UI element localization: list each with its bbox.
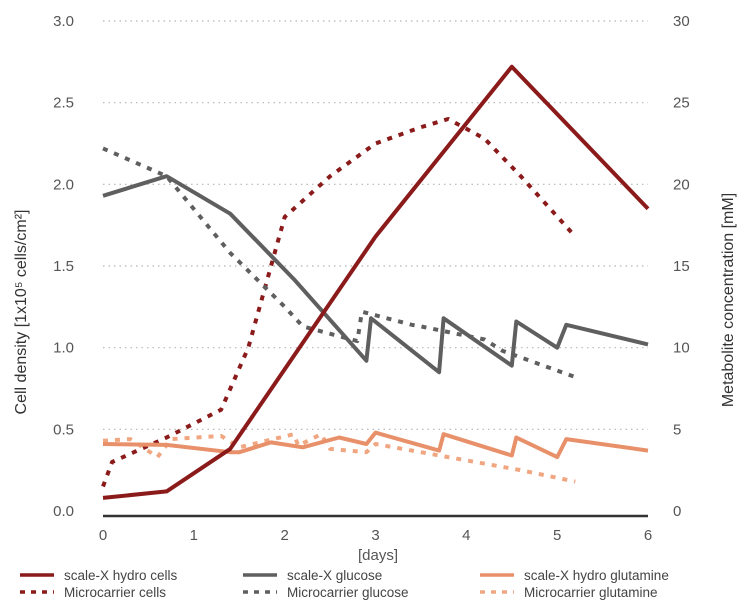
x-tick-label: 0 xyxy=(99,527,107,544)
y-tick-label-left: 1.0 xyxy=(53,340,74,357)
y-tick-label-right: 30 xyxy=(673,13,690,30)
y-tick-label-right: 10 xyxy=(673,340,690,357)
legend: scale-X hydro cells scale-X glucose scale-… xyxy=(20,568,669,600)
legend-item: Microcarrier glucose xyxy=(243,585,409,600)
x-tick-label: 1 xyxy=(190,527,198,544)
y-axis-label-left: Cell density [1x10⁵ cells/cm²] xyxy=(13,210,30,415)
x-tick-label: 5 xyxy=(553,527,561,544)
legend-item: scale-X hydro glutamine xyxy=(480,568,669,583)
legend-label: scale-X hydro glutamine xyxy=(524,568,669,583)
y-tick-label-left: 2.5 xyxy=(53,95,74,112)
series-line-scale-x-hydro-glutamine xyxy=(102,430,649,460)
legend-label: scale-X glucose xyxy=(287,568,382,583)
x-tick-label: 4 xyxy=(462,527,470,544)
series-lines xyxy=(101,64,650,500)
series-line-microcarrier-cells xyxy=(101,117,577,488)
legend-label: Microcarrier glucose xyxy=(287,585,409,600)
y-tick-label-right: 15 xyxy=(673,258,690,275)
series-line-microcarrier-glutamine xyxy=(102,432,576,484)
y-tick-label-right: 5 xyxy=(673,421,681,438)
x-axis-label: [days] xyxy=(358,547,398,564)
y-tick-label-right: 20 xyxy=(673,176,690,193)
y-tick-label-right: 0 xyxy=(673,503,681,520)
series-line-scale-x-hydro-cells xyxy=(102,64,650,500)
legend-label: Microcarrier glutamine xyxy=(524,585,658,600)
y-axis-label-right: Metabolite concentration [mM] xyxy=(720,193,737,407)
tick-labels: 0.0 0.5 1.0 1.5 2.0 2.5 3.0 0 5 10 15 20 25 30 0 1 2 3 4 5 6 xyxy=(53,13,690,544)
legend-label: scale-X hydro cells xyxy=(64,568,178,583)
x-tick-label: 6 xyxy=(644,527,652,544)
series-line-scale-x-glucose xyxy=(102,174,649,375)
y-tick-label-left: 3.0 xyxy=(53,13,74,30)
legend-item: Microcarrier cells xyxy=(20,585,166,600)
legend-label: Microcarrier cells xyxy=(64,585,166,600)
legend-item: Microcarrier glutamine xyxy=(480,585,658,600)
y-tick-label-right: 25 xyxy=(673,95,690,112)
y-tick-label-left: 1.5 xyxy=(53,258,74,275)
y-tick-label-left: 0.0 xyxy=(53,503,74,520)
legend-item: scale-X hydro cells xyxy=(20,568,178,583)
y-tick-label-left: 2.0 xyxy=(53,176,74,193)
y-tick-label-left: 0.5 xyxy=(53,421,74,438)
x-tick-label: 2 xyxy=(280,527,288,544)
gridlines xyxy=(103,20,648,430)
x-tick-label: 3 xyxy=(371,527,379,544)
legend-item: scale-X glucose xyxy=(243,568,382,583)
